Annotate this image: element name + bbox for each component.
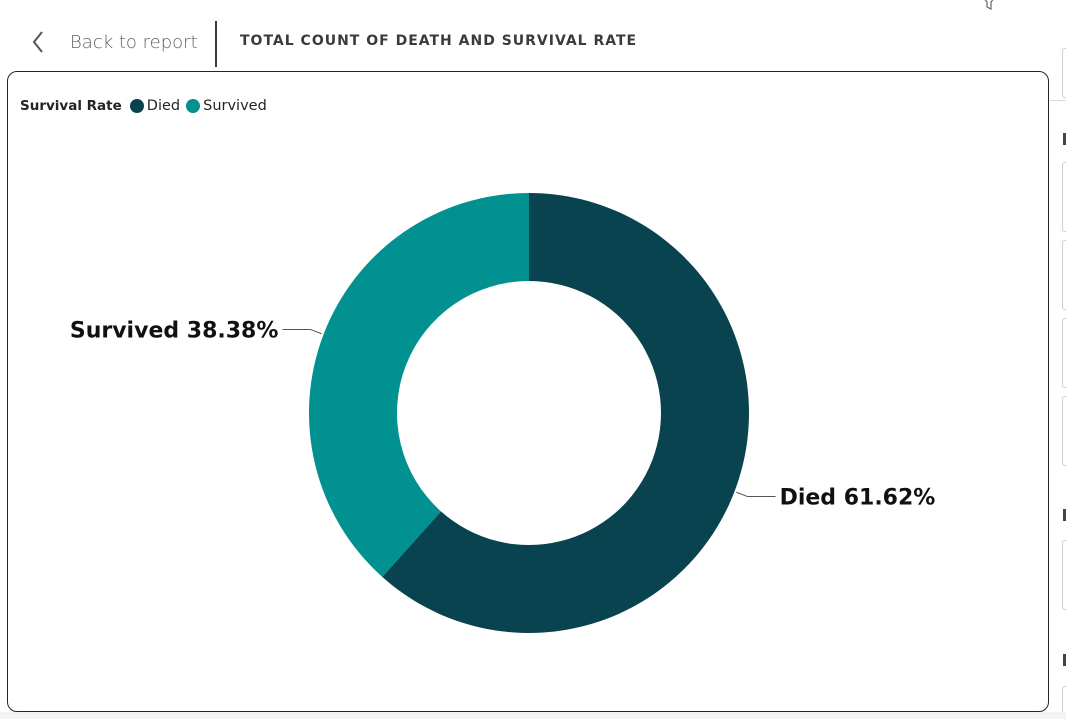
- panel-divider: [1050, 100, 1066, 101]
- panel-field-box[interactable]: [1062, 540, 1066, 610]
- panel-field-box[interactable]: [1062, 318, 1066, 388]
- panel-field-box[interactable]: [1062, 162, 1066, 232]
- toolbar-divider: [215, 21, 217, 67]
- filter-icon[interactable]: [980, 0, 998, 10]
- legend-label-survived: Survived: [203, 98, 267, 114]
- panel-field-box[interactable]: [1062, 48, 1066, 98]
- donut-chart: Died 61.62% Survived 38.38%: [70, 193, 935, 633]
- visual-title: TOTAL COUNT OF DEATH AND SURVIVAL RATE: [240, 33, 638, 49]
- donut-slices: [309, 193, 749, 633]
- bottom-bar: [0, 712, 1066, 719]
- data-label-died: Died 61.62%: [780, 486, 936, 511]
- back-to-report-label: Back to report: [70, 31, 198, 53]
- legend-title: Survival Rate: [20, 98, 122, 114]
- legend-item-died[interactable]: Died: [129, 98, 181, 114]
- visual-header-icons: [980, 0, 1046, 10]
- panel-section-marker: [1063, 509, 1066, 521]
- legend-label-died: Died: [146, 98, 181, 114]
- panel-field-box[interactable]: [1062, 686, 1066, 719]
- panel-section-marker: [1063, 654, 1066, 666]
- legend-item-survived[interactable]: Survived: [186, 98, 267, 114]
- leader-line-survived: [282, 328, 322, 335]
- leader-line-died: [736, 491, 776, 498]
- legend-marker-died: [129, 99, 144, 113]
- donut-slice-survived[interactable]: [309, 193, 529, 577]
- panel-section-marker: [1063, 133, 1066, 145]
- panel-field-box[interactable]: [1062, 240, 1066, 310]
- donut-data-labels: Died 61.62% Survived 38.38%: [70, 318, 935, 510]
- panel-field-box[interactable]: [1062, 396, 1066, 466]
- donut-slice-died[interactable]: [382, 193, 749, 633]
- back-to-report-button[interactable]: Back to report: [28, 26, 198, 58]
- legend-marker-survived: [186, 99, 201, 113]
- data-label-survived: Survived 38.38%: [70, 318, 279, 343]
- chart-legend: Survival Rate Died Survived: [20, 96, 273, 116]
- chevron-left-icon: [32, 31, 43, 53]
